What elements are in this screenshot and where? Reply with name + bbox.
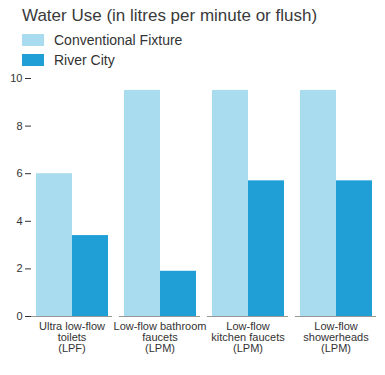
- svg-text:Low-flowkitchen faucets(LPM): Low-flowkitchen faucets(LPM): [211, 320, 285, 354]
- svg-text:Low-flowshowerheads(LPM): Low-flowshowerheads(LPM): [303, 320, 369, 354]
- svg-text:0: 0: [16, 310, 22, 322]
- svg-text:2: 2: [16, 262, 22, 274]
- html-text:Conventional Fixture: Conventional Fixture: [54, 32, 183, 48]
- html-text:River City: River City: [54, 52, 115, 68]
- svg-text:10: 10: [10, 72, 22, 84]
- svg-text:Low-flow bathroomfaucets(LPM): Low-flow bathroomfaucets(LPM): [114, 320, 207, 354]
- svg-text:6: 6: [16, 167, 22, 179]
- svg-text:8: 8: [16, 120, 22, 132]
- html-text:Water Use (in litres per minut: Water Use (in litres per minute or flush…: [22, 6, 318, 25]
- svg-text:Ultra low-flowtoilets(LPF): Ultra low-flowtoilets(LPF): [39, 320, 105, 354]
- svg-text:4: 4: [16, 215, 22, 227]
